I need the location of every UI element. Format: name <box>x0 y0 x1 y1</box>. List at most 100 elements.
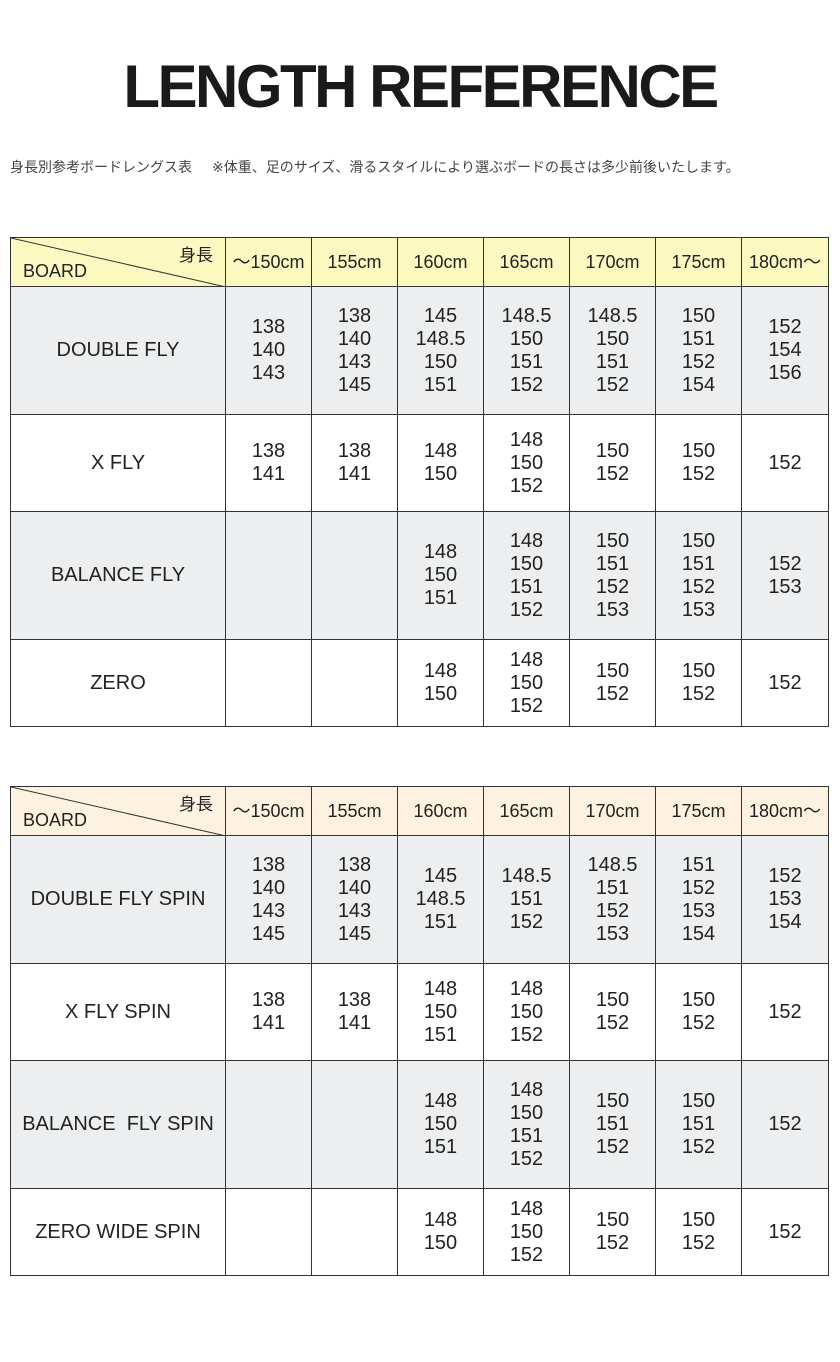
length-value: 150 <box>681 989 716 1011</box>
length-value: 150 <box>681 660 716 682</box>
length-value: 152 <box>509 1147 544 1170</box>
length-cell: 148 150 <box>397 1188 484 1276</box>
corner-cell: 身長 BOARD <box>10 237 226 287</box>
length-value: 145 <box>423 865 458 887</box>
length-cell: 148 150 152 <box>483 1188 570 1276</box>
column-header: 170cm <box>569 237 656 287</box>
length-cell <box>225 1060 312 1189</box>
length-cell: 148 150 152 <box>483 414 570 512</box>
column-header: 155cm <box>311 237 398 287</box>
length-value: 138 <box>337 304 372 327</box>
length-value: 152 <box>509 1243 544 1266</box>
length-value: 151 <box>509 888 544 910</box>
length-value: 148 <box>509 648 544 671</box>
board-label: BOARD <box>23 261 88 281</box>
length-value: 153 <box>681 899 716 922</box>
length-cell: 148 150 <box>397 414 484 512</box>
length-value: 151 <box>595 350 630 373</box>
length-cell <box>311 639 398 727</box>
length-value: 152 <box>595 683 630 705</box>
length-value: 152 <box>768 1000 802 1023</box>
length-cell: 150 151 152 153 <box>569 511 656 640</box>
length-value: 151 <box>423 587 458 609</box>
length-cell: 150 151 152 <box>655 1060 742 1189</box>
length-value: 152 <box>681 876 716 899</box>
length-value: 152 <box>509 694 544 717</box>
column-header: 160cm <box>397 786 484 836</box>
length-value: 150 <box>509 451 544 474</box>
length-value: 150 <box>681 529 716 552</box>
length-value: 151 <box>595 1113 630 1135</box>
length-value: 156 <box>768 362 802 384</box>
length-cell: 150 152 <box>655 414 742 512</box>
length-cell: 138 141 <box>225 963 312 1061</box>
length-value: 151 <box>595 876 630 899</box>
length-value: 150 <box>423 564 458 586</box>
length-value: 152 <box>595 373 630 396</box>
length-cell <box>311 511 398 640</box>
length-cell: 148 150 152 <box>483 963 570 1061</box>
length-value: 140 <box>251 339 286 361</box>
length-value: 151 <box>423 373 458 396</box>
length-cell <box>225 1188 312 1276</box>
length-value: 150 <box>423 683 458 705</box>
board-row: BALANCE FLY SPIN 148 150 151 148 150 151 152 150… <box>10 1060 829 1189</box>
board-name: BALANCE FLY SPIN <box>10 1060 226 1189</box>
length-value: 150 <box>509 327 544 350</box>
length-value: 151 <box>423 1136 458 1158</box>
length-value: 148.5 <box>501 865 552 887</box>
length-value: 153 <box>768 888 802 910</box>
length-value: 138 <box>337 853 372 876</box>
board-name: X FLY <box>10 414 226 512</box>
length-value: 150 <box>509 1000 544 1023</box>
length-table: 身長 BOARD ～150cm 155cm 160cm 165cm 170cm 175cm 18… <box>10 786 829 1276</box>
length-value: 151 <box>681 327 716 350</box>
length-value: 150 <box>423 1000 458 1023</box>
length-cell: 148 150 151 <box>397 1060 484 1189</box>
length-value: 148 <box>423 977 458 1000</box>
length-value: 150 <box>595 440 630 462</box>
length-value: 145 <box>251 922 286 945</box>
length-value: 152 <box>681 1012 716 1034</box>
length-value: 150 <box>681 440 716 462</box>
length-value: 153 <box>768 575 802 598</box>
length-value: 154 <box>681 922 716 945</box>
length-value: 143 <box>337 899 372 922</box>
length-value: 145 <box>337 922 372 945</box>
length-cell: 148 150 152 <box>483 639 570 727</box>
length-value: 152 <box>681 575 716 598</box>
length-value: 141 <box>337 1012 372 1034</box>
board-row: X FLY 138 141 138 141 148 150 148 150 152 150 152 15… <box>10 414 829 512</box>
length-cell: 148.5 151 152 153 <box>569 835 656 964</box>
length-value: 152 <box>509 1023 544 1046</box>
length-value: 152 <box>595 1012 630 1034</box>
length-value: 152 <box>681 463 716 485</box>
length-table: 身長 BOARD ～150cm 155cm 160cm 165cm 170cm 175cm 18… <box>10 237 829 727</box>
length-cell: 148 150 <box>397 639 484 727</box>
length-value: 150 <box>595 1090 630 1112</box>
length-value: 152 <box>595 899 630 922</box>
length-value: 148.5 <box>501 304 552 327</box>
length-value: 148 <box>509 428 544 451</box>
length-value: 151 <box>509 1124 544 1147</box>
length-value: 148 <box>423 1090 458 1112</box>
column-header: 180cm～ <box>741 786 829 836</box>
column-header: 175cm <box>655 786 742 836</box>
length-value: 153 <box>681 598 716 621</box>
length-cell: 138 140 143 145 <box>311 286 398 415</box>
length-value: 150 <box>595 1209 630 1231</box>
note: ※体重、足のサイズ、滑るスタイルにより選ぶボードの長さは多少前後いたします。 <box>212 159 740 175</box>
length-value: 148.5 <box>415 888 466 910</box>
board-name: ZERO WIDE SPIN <box>10 1188 226 1276</box>
length-value: 152 <box>509 373 544 396</box>
board-name: DOUBLE FLY SPIN <box>10 835 226 964</box>
length-value: 150 <box>509 671 544 694</box>
length-value: 150 <box>681 304 716 327</box>
length-cell <box>225 511 312 640</box>
length-value: 152 <box>595 1136 630 1158</box>
length-cell: 150 152 <box>569 963 656 1061</box>
length-cell: 150 152 <box>655 639 742 727</box>
length-value: 140 <box>337 876 372 899</box>
length-value: 153 <box>595 922 630 945</box>
